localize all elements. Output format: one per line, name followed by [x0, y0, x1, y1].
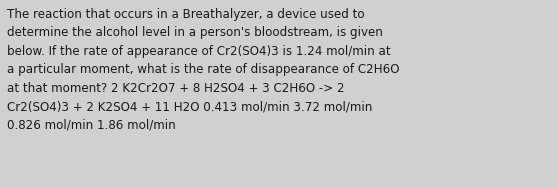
Text: The reaction that occurs in a Breathalyzer, a device used to
determine the alcoh: The reaction that occurs in a Breathalyz…: [7, 8, 400, 132]
